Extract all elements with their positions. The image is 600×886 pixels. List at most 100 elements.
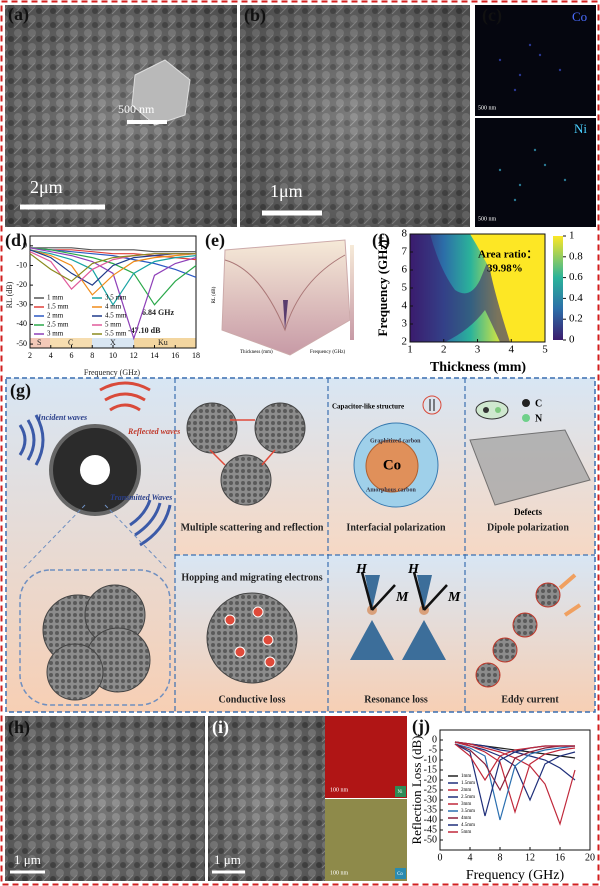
x-tick-label: 8 [498, 852, 503, 863]
legend-label: 4mm [461, 816, 471, 821]
y-tick-label: 8 [402, 228, 408, 240]
cell-title: Capacitor-like structure [332, 403, 404, 411]
scale-text: 500 nm [478, 105, 497, 111]
panel-label: (i) [212, 717, 229, 738]
cell-caption: Resonance loss [364, 694, 428, 705]
cell-dividers [174, 378, 595, 712]
legend-text: N [535, 413, 543, 424]
legend-label: 4.5mm [461, 823, 475, 828]
wave-arcs [18, 381, 172, 547]
series-line [454, 743, 575, 817]
panel-label: (h) [8, 717, 30, 738]
co-core [365, 439, 419, 493]
scale-text: 500 nm [478, 216, 497, 222]
scatter-arrows [209, 419, 276, 466]
cell-caption: Dipole polarization [487, 522, 569, 533]
legend-label: 4.5 mm [105, 312, 127, 320]
legend-label: 5.5 mm [105, 330, 127, 338]
legend-label: 1mm [461, 774, 471, 779]
x-tick-label: 2 [28, 351, 32, 360]
x-axis-title: Thickness (mm) [240, 350, 273, 355]
panel-label: (g) [10, 380, 31, 401]
band-label: C [68, 338, 73, 347]
surface [221, 239, 351, 356]
surface-ridge [224, 254, 346, 332]
dipole-icon [475, 400, 509, 420]
series-line [30, 247, 196, 253]
moment-label: M [395, 590, 409, 605]
series-line [454, 743, 575, 792]
legend-text: C [535, 398, 542, 409]
series-line [29, 247, 197, 341]
capacitor-symbol [429, 399, 435, 411]
scale-text: 100 nm [330, 787, 349, 793]
field-label: H [407, 562, 420, 577]
x-tick-label: 6 [70, 351, 74, 360]
band-label: S [37, 338, 41, 347]
x-tick-label: 5 [542, 344, 548, 356]
series-line [29, 249, 196, 286]
panel-label: (d) [5, 230, 27, 251]
x-tick-label: 1 [407, 344, 413, 356]
surface-dip [283, 300, 288, 330]
y-tick-label: -20 [16, 280, 27, 289]
element-label: Ni [574, 121, 587, 136]
panel-label: (b) [244, 5, 266, 26]
legend-label: 1.5mm [461, 781, 475, 786]
series-line [454, 741, 576, 815]
y-tick-label: -40 [424, 814, 437, 825]
cell-caption: Conductive loss [219, 694, 286, 705]
y-tick-label: -25 [424, 784, 437, 795]
shell-label: Graphitized carbon [370, 438, 421, 444]
legend-label: 1.5 mm [47, 303, 69, 311]
band-x [92, 338, 134, 348]
hexagon-crystal [131, 59, 191, 126]
x-tick-label: 4 [468, 852, 473, 863]
element-tag [395, 786, 406, 797]
x-tick-label: 20 [585, 852, 595, 863]
x-tick-label: 12 [130, 351, 138, 360]
eds-map [325, 799, 407, 881]
y-tick-label: 0 [432, 734, 437, 745]
x-tick-label: 2 [441, 344, 447, 356]
y-tick-label: -30 [424, 794, 437, 805]
element-label: Ni [398, 790, 404, 795]
defects-label: Defects [514, 507, 542, 517]
moment-label: M [447, 590, 461, 605]
series-line [29, 249, 197, 306]
x-tick-label: 18 [192, 351, 200, 360]
legend-n [522, 414, 530, 422]
band-c [50, 338, 92, 348]
y-axis-title: RL (dB) [5, 281, 14, 308]
legend-label: 2.5mm [461, 795, 475, 800]
colorbar-label: 0.4 [569, 292, 583, 304]
y-tick-label: -35 [424, 804, 437, 815]
band-ku [134, 338, 196, 348]
series-line [454, 743, 576, 821]
panel-label: (f) [372, 230, 390, 251]
x-tick-label: 0 [438, 852, 443, 863]
colorbar-label: 0.2 [569, 313, 583, 325]
cell-caption: Eddy current [501, 694, 559, 705]
legend-label: 2 mm [47, 312, 64, 320]
ring-hole [80, 455, 110, 485]
y-axis-title: Reflection Loss (dB) [409, 735, 424, 844]
element-label: Co [397, 872, 403, 877]
sem-shade [5, 716, 205, 881]
legend-label: 3.5mm [461, 809, 475, 814]
particles [186, 402, 306, 506]
x-tick-label: 10 [109, 351, 117, 360]
wave-label: Transmitted Waves [110, 493, 172, 502]
legend-c [522, 399, 530, 407]
legend-label: 4 mm [105, 303, 122, 311]
spin-cones [350, 571, 448, 660]
y-tick-label: -50 [16, 339, 27, 348]
shell-label: Amorphous carbon [366, 487, 417, 493]
sem-shade [240, 5, 470, 227]
legend-label: 5 mm [105, 321, 122, 329]
zoom-lines [21, 504, 169, 571]
zoom-box [19, 569, 171, 706]
element-label: Co [572, 9, 587, 24]
x-tick-label: 14 [151, 351, 159, 360]
